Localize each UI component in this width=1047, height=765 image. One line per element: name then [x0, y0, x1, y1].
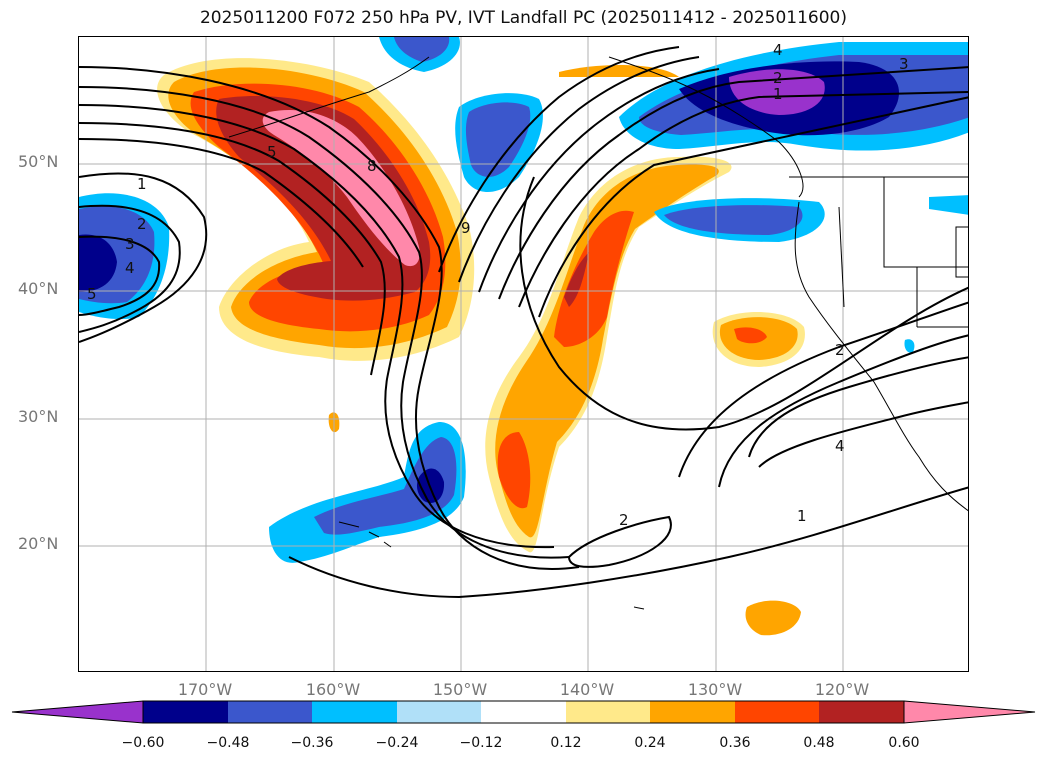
colorbar-tick-label: 0.12	[550, 735, 582, 751]
colorbar-tick-label: 0.24	[634, 735, 666, 751]
negative-pv-hawaii	[269, 422, 466, 563]
contour-label: 5	[87, 285, 97, 303]
contour-label-group: 1 2 3 4 5 1 2 3 4 5 8 9 2 2 1 4	[87, 41, 909, 529]
colorbar-bin	[228, 701, 312, 723]
contour-label: 2	[835, 341, 845, 359]
colorbar-tick-label: −0.36	[290, 735, 334, 751]
colorbar-bin	[735, 701, 819, 723]
lat-label-30n: 30°N	[18, 407, 59, 426]
colorbar-over-arrow	[903, 700, 1036, 724]
colorbar-bin	[481, 701, 566, 723]
lon-label-170w: 170°W	[177, 680, 233, 699]
contour-label: 3	[899, 55, 909, 73]
colorbar-bin	[819, 701, 904, 723]
colorbar-tick-label: 0.36	[719, 735, 751, 751]
colorbar-bin	[143, 701, 228, 723]
contour-label: 3	[125, 235, 135, 253]
contour-label: 1	[773, 85, 783, 103]
lat-label-20n: 20°N	[18, 534, 59, 553]
contour-label: 8	[367, 157, 377, 175]
lon-label-140w: 140°W	[559, 680, 615, 699]
contour-label: 4	[835, 437, 845, 455]
lon-label-150w: 150°W	[432, 680, 488, 699]
contour-label: 2	[619, 511, 629, 529]
contour-label: 2	[773, 69, 783, 87]
lat-label-40n: 40°N	[18, 279, 59, 298]
contour-label: 4	[125, 259, 135, 277]
colorbar-tick-label: −0.60	[121, 735, 165, 751]
positive-pv-streamer	[157, 58, 475, 361]
map-title: 2025011200 F072 250 hPa PV, IVT Landfall…	[199, 8, 847, 28]
contour-label: 5	[267, 143, 277, 161]
colorbar-tick-label: −0.24	[375, 735, 419, 751]
colorbar-bin	[312, 701, 397, 723]
ivt-contours	[79, 46, 968, 599]
positive-pv-blob-south	[745, 600, 801, 636]
colorbar	[0, 700, 1047, 734]
lon-label-160w: 160°W	[305, 680, 361, 699]
map-canvas: 1 2 3 4 5 1 2 3 4 5 8 9 2 2 1 4	[79, 37, 968, 671]
contour-label: 9	[461, 219, 471, 237]
map-panel[interactable]: 1 2 3 4 5 1 2 3 4 5 8 9 2 2 1 4	[78, 36, 969, 672]
contour-label: 4	[773, 41, 783, 59]
contour-label: 1	[137, 175, 147, 193]
colorbar-bin	[650, 701, 735, 723]
colorbar-tick-label: −0.12	[459, 735, 503, 751]
contour-label: 1	[797, 507, 807, 525]
lon-label-130w: 130°W	[687, 680, 743, 699]
colorbar-tick-label: 0.48	[803, 735, 835, 751]
colorbar-under-arrow	[11, 700, 144, 724]
coastlines	[228, 56, 968, 610]
lon-label-120w: 120°W	[814, 680, 870, 699]
colorbar-bin	[566, 701, 650, 723]
lat-label-50n: 50°N	[18, 152, 59, 171]
colorbar-tick-label: 0.60	[888, 735, 920, 751]
positive-pv-subtropical	[485, 156, 732, 553]
contour-label: 2	[137, 215, 147, 233]
colorbar-tick-label: −0.48	[206, 735, 250, 751]
colorbar-bin	[397, 701, 481, 723]
